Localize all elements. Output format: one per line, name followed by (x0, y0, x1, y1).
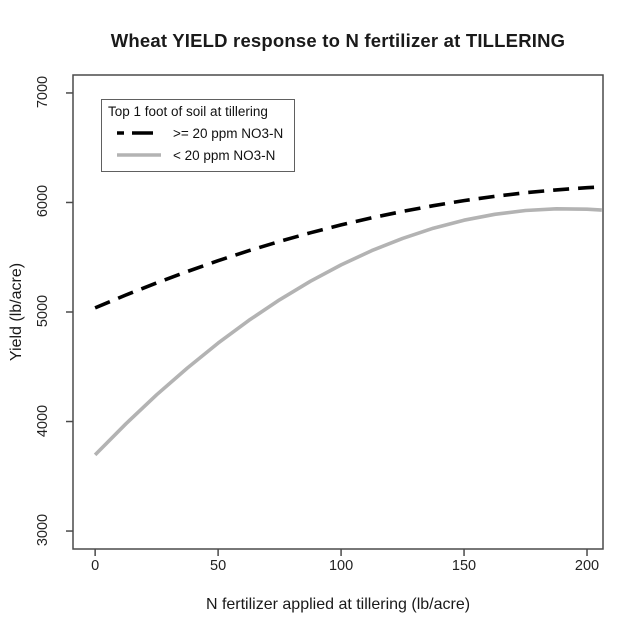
legend-title: Top 1 foot of soil at tillering (108, 104, 268, 119)
solid-line-sample-icon (117, 153, 161, 157)
legend-item: >= 20 ppm NO3-N (108, 122, 288, 144)
chart-title: Wheat YIELD response to N fertilizer at … (110, 30, 566, 51)
x-axis-label: N fertilizer applied at tillering (lb/ac… (205, 596, 471, 613)
x-tick-label: 50 (210, 558, 227, 574)
y-tick-label: 4000 (35, 404, 51, 437)
y-tick-label: 7000 (35, 75, 51, 109)
y-axis-label: Yield (lb/acre) (8, 262, 25, 362)
y-tick-label: 3000 (35, 513, 51, 547)
series-line-solid (93, 207, 602, 457)
x-tick-label: 200 (574, 558, 600, 574)
y-tick-label: 6000 (35, 185, 51, 218)
legend-label: >= 20 ppm NO3-N (173, 125, 284, 141)
series-line-dashed (94, 185, 602, 310)
legend-label: < 20 ppm NO3-N (173, 147, 276, 163)
y-tick-label: 5000 (35, 294, 51, 328)
x-tick-label: 100 (328, 558, 354, 574)
x-tick-label: 0 (91, 558, 100, 574)
legend-box: Top 1 foot of soil at tillering >= 20 pp… (101, 99, 295, 172)
dashed-line-sample-icon (117, 131, 161, 135)
x-tick-label: 150 (451, 558, 477, 574)
legend-item: < 20 ppm NO3-N (108, 144, 288, 166)
